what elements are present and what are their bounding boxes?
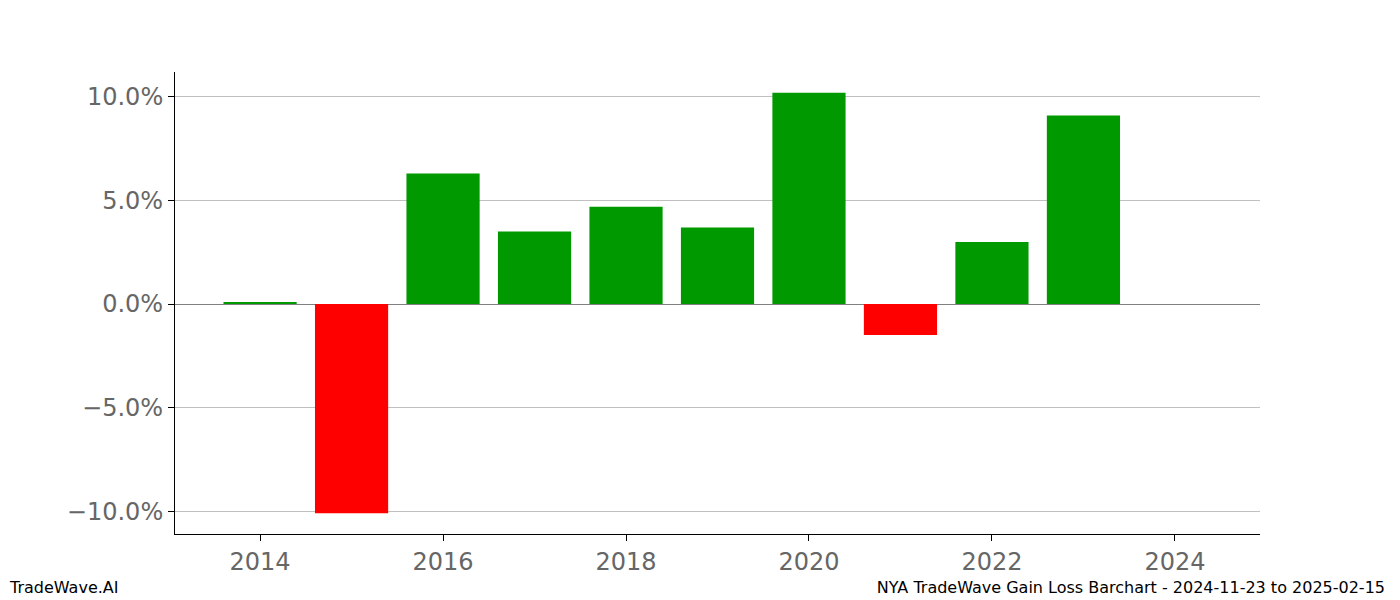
svg-text:5.0%: 5.0%: [102, 187, 163, 215]
svg-text:2020: 2020: [778, 548, 839, 576]
svg-text:2024: 2024: [1144, 548, 1205, 576]
svg-text:NYA TradeWave Gain Loss Barcha: NYA TradeWave Gain Loss Barchart - 2024-…: [877, 578, 1385, 597]
svg-text:2018: 2018: [595, 548, 656, 576]
svg-text:10.0%: 10.0%: [87, 83, 163, 111]
svg-text:−10.0%: −10.0%: [67, 498, 163, 526]
svg-text:TradeWave.AI: TradeWave.AI: [9, 578, 118, 597]
svg-text:−5.0%: −5.0%: [82, 394, 163, 422]
svg-text:2016: 2016: [413, 548, 474, 576]
svg-text:0.0%: 0.0%: [102, 290, 163, 318]
svg-text:2014: 2014: [230, 548, 291, 576]
svg-text:2022: 2022: [961, 548, 1022, 576]
